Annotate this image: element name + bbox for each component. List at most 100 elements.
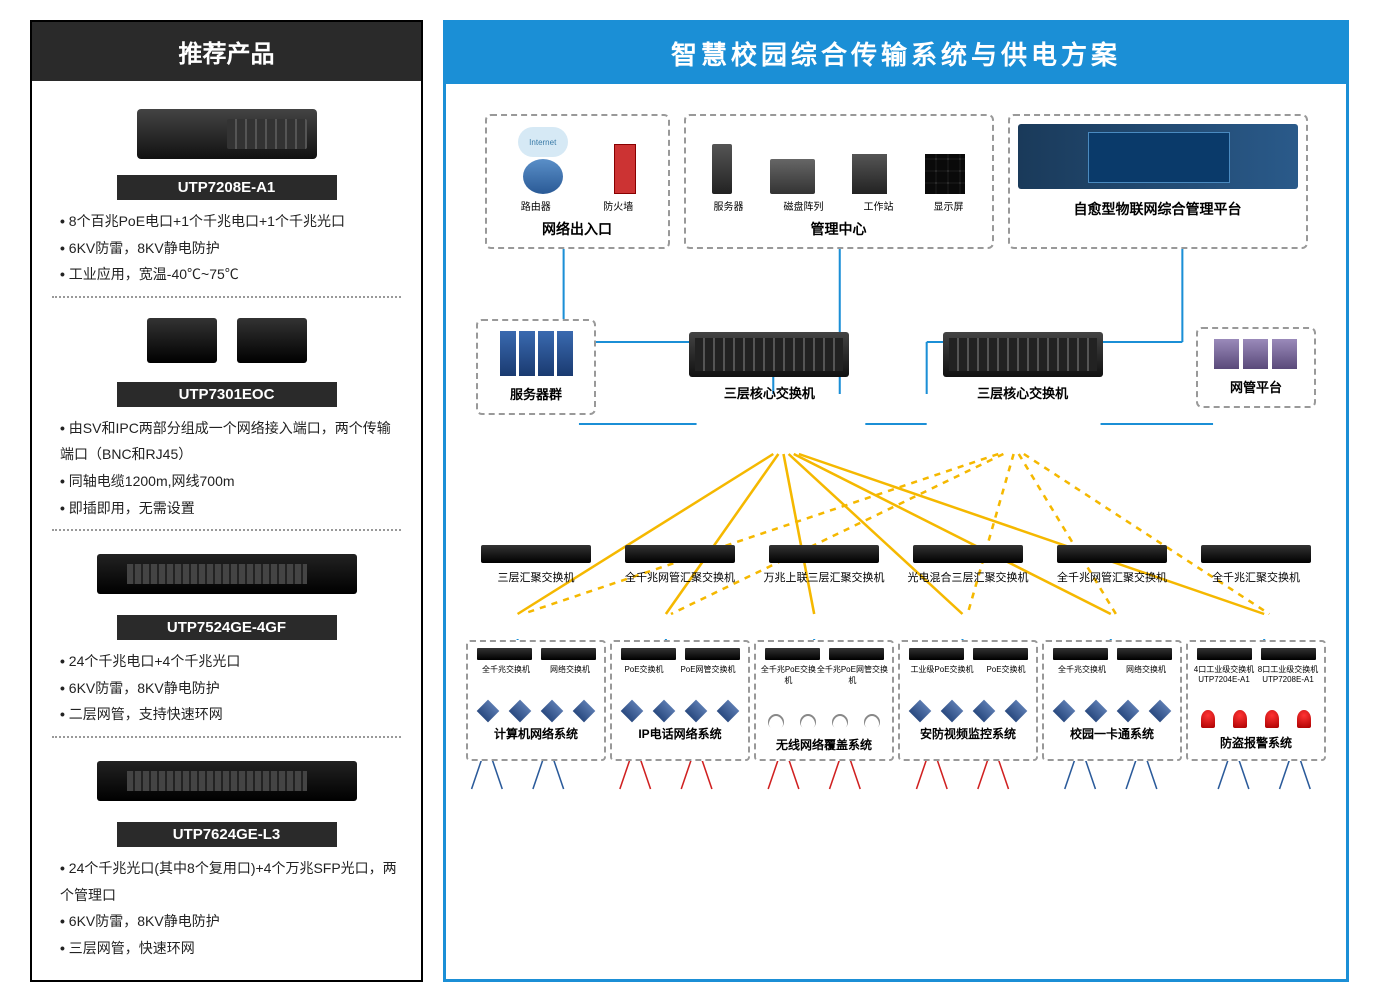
access-switch-icon bbox=[1053, 648, 1108, 660]
sw-label: 工业级PoE交换机 bbox=[910, 664, 973, 675]
label: 光电混合三层汇聚交换机 bbox=[898, 569, 1038, 585]
nms-platform-box: 网管平台 bbox=[1196, 327, 1316, 408]
system-title: 计算机网络系统 bbox=[472, 725, 600, 742]
diagram-body: Internet 路由器 防火墙 网络出入口 bbox=[446, 84, 1346, 1004]
iot-platform-box: 自愈型物联网综合管理平台 bbox=[1008, 114, 1308, 249]
spec-item: 由SV和IPC两部分组成一个网络接入端口，两个传输端口（BNC和RJ45） bbox=[60, 415, 401, 468]
server-cluster-box: 服务器群 bbox=[476, 319, 596, 415]
system-box-1: PoE交换机 PoE网管交换机 IP电话网络系统 bbox=[610, 640, 750, 761]
product-image bbox=[97, 554, 357, 594]
endpoint-icon bbox=[1297, 710, 1311, 728]
system-box-5: 4口工业级交换机 UTP7204E-A18口工业级交换机 UTP7208E-A1… bbox=[1186, 640, 1326, 761]
router-icon bbox=[523, 159, 563, 194]
system-title: 防盗报警系统 bbox=[1192, 734, 1320, 751]
endpoint-icon bbox=[1149, 700, 1172, 723]
system-title: IP电话网络系统 bbox=[616, 725, 744, 742]
endpoint-icon bbox=[1117, 700, 1140, 723]
endpoint-icon bbox=[541, 700, 564, 723]
workstation-icon bbox=[852, 154, 887, 194]
item-label: 防火墙 bbox=[603, 198, 633, 213]
switch-icon bbox=[1201, 545, 1311, 563]
spec-item: 8个百兆PoE电口+1个千兆电口+1个千兆光口 bbox=[60, 208, 401, 235]
endpoint-icon bbox=[1265, 710, 1279, 728]
topology-diagram-panel: 智慧校园综合传输系统与供电方案 bbox=[443, 20, 1349, 982]
switch-icon bbox=[913, 545, 1023, 563]
left-header: 推荐产品 bbox=[32, 22, 421, 81]
system-box-3: 工业级PoE交换机PoE交换机 安防视频监控系统 bbox=[898, 640, 1038, 761]
display-wall-icon bbox=[925, 154, 965, 194]
access-switch-icon bbox=[541, 648, 596, 660]
label: 全千兆汇聚交换机 bbox=[1186, 569, 1326, 585]
access-switch-icon bbox=[1261, 648, 1316, 660]
access-switch-icon bbox=[829, 648, 884, 660]
endpoint-icon bbox=[685, 700, 708, 723]
endpoint-icon bbox=[941, 700, 964, 723]
endpoint-icon bbox=[765, 711, 788, 734]
endpoint-icon bbox=[1085, 700, 1108, 723]
agg-switch-6: 全千兆汇聚交换机 bbox=[1186, 545, 1326, 585]
spec-item: 6KV防雷，8KV静电防护 bbox=[60, 908, 401, 935]
core-switch-2: 三层核心交换机 bbox=[943, 332, 1103, 402]
disk-array-icon bbox=[770, 159, 815, 194]
access-switch-icon bbox=[1197, 648, 1252, 660]
endpoint-icon bbox=[1005, 700, 1028, 723]
label: 三层核心交换机 bbox=[689, 383, 849, 402]
item-label: 磁盘阵列 bbox=[784, 198, 824, 213]
sw-label: PoE网管交换机 bbox=[680, 664, 735, 675]
sw-label: 网络交换机 bbox=[1126, 664, 1166, 675]
sw-label: 全千兆交换机 bbox=[482, 664, 530, 675]
core-switch-icon bbox=[689, 332, 849, 377]
product-image bbox=[137, 109, 317, 159]
spec-item: 二层网管，支持快速环网 bbox=[60, 701, 401, 728]
label: 服务器群 bbox=[488, 384, 584, 403]
system-box-4: 全千兆交换机网络交换机 校园一卡通系统 bbox=[1042, 640, 1182, 761]
label: 网管平台 bbox=[1208, 377, 1304, 396]
nms-icon bbox=[1208, 339, 1304, 369]
sw-label: PoE交换机 bbox=[624, 664, 663, 675]
endpoint-icon bbox=[829, 711, 852, 734]
endpoint-icon bbox=[573, 700, 596, 723]
access-switch-icon bbox=[685, 648, 740, 660]
core-switch-1: 三层核心交换机 bbox=[689, 332, 849, 402]
agg-switch-5: 全千兆网管汇聚交换机 bbox=[1042, 545, 1182, 585]
management-center-box: 服务器 磁盘阵列 工作站 显示屏 管理中心 bbox=[684, 114, 994, 249]
box-title: 自愈型物联网综合管理平台 bbox=[1018, 199, 1298, 219]
label: 全千兆网管汇聚交换机 bbox=[1042, 569, 1182, 585]
system-title: 无线网络覆盖系统 bbox=[760, 736, 888, 753]
endpoint-icon bbox=[1233, 710, 1247, 728]
item-label: 服务器 bbox=[714, 198, 744, 213]
spec-item: 即插即用，无需设置 bbox=[60, 495, 401, 522]
item-label: 工作站 bbox=[864, 198, 894, 213]
endpoint-icon bbox=[509, 700, 532, 723]
access-switch-icon bbox=[1117, 648, 1172, 660]
endpoint-icon bbox=[1201, 710, 1215, 728]
sw-label: 4口工业级交换机 UTP7204E-A1 bbox=[1192, 664, 1256, 684]
access-switch-icon bbox=[973, 648, 1028, 660]
server-icon bbox=[712, 144, 732, 194]
product-image bbox=[97, 761, 357, 801]
access-switch-icon bbox=[765, 648, 820, 660]
label: 万兆上联三层汇聚交换机 bbox=[754, 569, 894, 585]
endpoint-icon bbox=[717, 700, 740, 723]
endpoint-icon bbox=[621, 700, 644, 723]
product-3: UTP7524GE-4GF 24个千兆电口+4个千兆光口 6KV防雷，8KV静电… bbox=[52, 529, 401, 736]
sw-label: 网络交换机 bbox=[550, 664, 590, 675]
spec-item: 三层网管，快速环网 bbox=[60, 935, 401, 962]
endpoint-icon bbox=[1053, 700, 1076, 723]
agg-switch-1: 三层汇聚交换机 bbox=[466, 545, 606, 585]
spec-item: 24个千兆光口(其中8个复用口)+4个万兆SFP光口，两个管理口 bbox=[60, 855, 401, 908]
item-label: 路由器 bbox=[521, 198, 551, 213]
access-switch-icon bbox=[621, 648, 676, 660]
agg-switch-4: 光电混合三层汇聚交换机 bbox=[898, 545, 1038, 585]
item-label: 显示屏 bbox=[934, 198, 964, 213]
dashboard-icon bbox=[1018, 124, 1298, 189]
system-box-0: 全千兆交换机 网络交换机 计算机网络系统 bbox=[466, 640, 606, 761]
switch-icon bbox=[625, 545, 735, 563]
endpoint-icon bbox=[909, 700, 932, 723]
sw-label: PoE交换机 bbox=[986, 664, 1025, 675]
sw-label: 全千兆PoE交换机 bbox=[760, 664, 817, 686]
access-switch-icon bbox=[477, 648, 532, 660]
right-header: 智慧校园综合传输系统与供电方案 bbox=[446, 23, 1346, 84]
product-2: UTP7301EOC 由SV和IPC两部分组成一个网络接入端口，两个传输端口（B… bbox=[52, 296, 401, 529]
system-title: 校园一卡通系统 bbox=[1048, 725, 1176, 742]
